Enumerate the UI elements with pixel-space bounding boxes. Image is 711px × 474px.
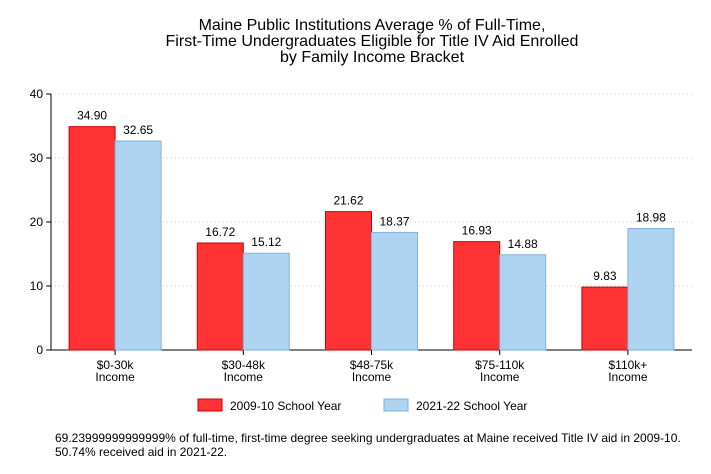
data-label-series2-cat5: 18.98: [636, 211, 666, 225]
bars: [68, 126, 675, 351]
data-label-series2-cat3: 18.37: [379, 214, 409, 228]
data-label-series2-cat1: 32.65: [123, 123, 153, 137]
legend-item-series1[interactable]: 2009-10 School Year: [197, 398, 341, 413]
bar-series1-cat1: [68, 126, 116, 351]
chart-title: Maine Public Institutions Average % of F…: [166, 17, 579, 66]
x-category-label-2: $30-48k: [222, 358, 266, 372]
data-label-series1-cat5: 9.83: [593, 269, 617, 283]
footnote: 69.23999999999999% of full-time, first-t…: [55, 431, 681, 459]
legend-swatch: [383, 398, 409, 412]
x-category-label-1: Income: [95, 370, 135, 384]
chart-title-line-1: Maine Public Institutions Average % of F…: [199, 17, 546, 34]
bar-series2-cat4: [499, 254, 547, 351]
x-category-label-5: Income: [608, 370, 648, 384]
bar-series2-cat1: [114, 140, 162, 351]
bar-series1-cat4: [453, 241, 501, 351]
data-label-series1-cat1: 34.90: [77, 109, 107, 123]
x-category-label-2: Income: [224, 370, 264, 384]
bar-series1-cat5: [581, 286, 629, 351]
legend[interactable]: 2009-10 School Year 2021-22 School Year: [197, 398, 527, 413]
x-category-label-1: $0-30k: [97, 358, 135, 372]
y-tick-label: 40: [30, 87, 44, 101]
bar-chart: Maine Public Institutions Average % of F…: [30, 17, 692, 413]
x-axis-categories: $0-30kIncome$30-48kIncome$48-75kIncome$7…: [95, 350, 648, 384]
chart-title-line-2: First-Time Undergraduates Eligible for T…: [166, 33, 579, 50]
data-labels: 34.90 32.65 16.72 15.12 21.62 18.37 16.93 14.88…: [77, 109, 666, 283]
x-category-label-4: $75-110k: [475, 358, 525, 372]
bar-series1-cat3: [325, 211, 372, 351]
chart-title-line-3: by Family Income Bracket: [280, 49, 465, 66]
x-category-label-3: $48-75k: [350, 358, 394, 372]
data-label-series2-cat4: 14.88: [508, 237, 538, 251]
x-category-label-4: Income: [480, 370, 520, 384]
legend-swatch: [197, 398, 223, 412]
data-label-series1-cat2: 16.72: [205, 225, 235, 239]
bar-series2-cat5: [627, 228, 675, 351]
y-tick-label: 0: [36, 343, 43, 357]
y-tick-label: 10: [30, 279, 44, 293]
bar-series1-cat2: [196, 242, 244, 351]
x-category-label-5: $110k+: [608, 358, 647, 372]
data-label-series1-cat3: 21.62: [333, 194, 363, 208]
bar-series2-cat3: [371, 231, 418, 351]
legend-label: 2021-22 School Year: [416, 399, 527, 413]
x-category-label-3: Income: [352, 370, 392, 384]
legend-item-series2[interactable]: 2021-22 School Year: [383, 398, 527, 413]
y-tick-label: 30: [30, 151, 44, 165]
data-label-series1-cat4: 16.93: [462, 224, 492, 238]
data-label-series2-cat2: 15.12: [251, 235, 281, 249]
bar-series2-cat2: [242, 252, 290, 351]
y-tick-label: 20: [30, 215, 44, 229]
legend-label: 2009-10 School Year: [230, 399, 341, 413]
